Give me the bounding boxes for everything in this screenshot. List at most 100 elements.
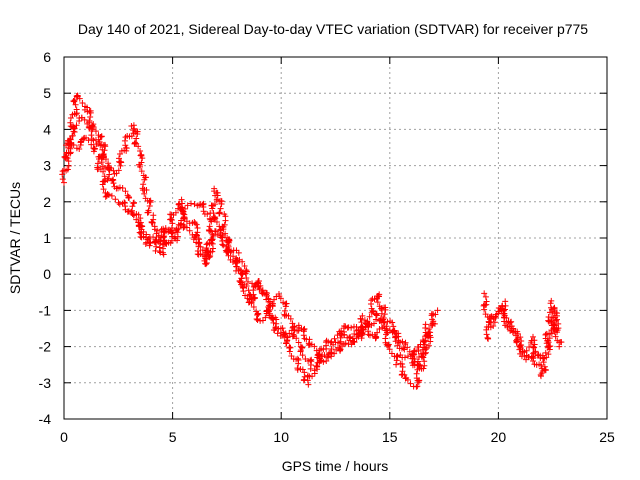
data-point (523, 347, 530, 354)
data-point (213, 218, 220, 225)
data-point (173, 225, 180, 232)
data-point (216, 223, 223, 230)
data-point (327, 349, 334, 356)
data-point (88, 132, 95, 139)
data-point (383, 331, 390, 338)
data-point (88, 141, 95, 148)
data-point (70, 141, 77, 148)
data-point (135, 143, 142, 150)
data-point (554, 329, 561, 336)
data-point (372, 316, 379, 323)
data-point (140, 181, 147, 188)
data-point (98, 133, 105, 140)
data-point (517, 345, 524, 352)
data-point (372, 333, 379, 340)
data-point (300, 332, 307, 339)
data-point (211, 228, 218, 235)
data-point (175, 201, 182, 208)
x-tick-label: 0 (60, 429, 68, 445)
data-point (218, 234, 225, 241)
data-point (116, 155, 122, 162)
data-point (416, 353, 423, 360)
data-point (67, 136, 74, 143)
data-point (133, 135, 140, 142)
data-point (84, 120, 91, 127)
data-point (209, 231, 216, 238)
data-point (404, 344, 411, 351)
data-point (316, 357, 323, 364)
data-point (112, 196, 119, 203)
data-point (174, 237, 181, 244)
data-point (152, 247, 159, 254)
data-point (95, 155, 102, 162)
data-point (205, 226, 212, 233)
data-point (287, 315, 294, 322)
data-point (245, 299, 252, 306)
data-point (167, 216, 174, 223)
data-point (76, 95, 83, 102)
data-point (336, 340, 343, 347)
data-point (300, 376, 307, 383)
data-point (500, 307, 507, 314)
data-point (239, 271, 246, 278)
data-point (311, 343, 318, 350)
data-point (222, 217, 229, 224)
data-point (116, 184, 123, 191)
data-point (425, 342, 432, 349)
data-point (299, 352, 306, 359)
data-point (392, 338, 399, 345)
data-point (247, 292, 254, 299)
data-point (265, 295, 272, 302)
data-point (252, 295, 259, 302)
data-point (517, 334, 524, 341)
data-point (547, 304, 554, 311)
data-point (386, 346, 393, 353)
data-point (307, 365, 314, 372)
data-point (105, 175, 112, 182)
y-tick-label: 5 (43, 85, 51, 101)
data-point (153, 236, 160, 243)
data-point (209, 240, 216, 247)
data-point (391, 328, 398, 335)
data-point (169, 229, 176, 236)
data-point (507, 327, 514, 334)
data-point (537, 371, 544, 378)
data-point (503, 319, 510, 326)
data-point (248, 300, 255, 307)
y-tick-label: -1 (39, 302, 52, 318)
data-point (295, 322, 302, 329)
data-point (543, 354, 550, 361)
data-point (502, 302, 509, 309)
data-point (342, 340, 349, 347)
data-point (182, 205, 189, 212)
data-point (115, 199, 122, 206)
data-point (141, 176, 148, 183)
data-point (553, 317, 560, 324)
data-point (297, 348, 304, 355)
data-point (293, 335, 300, 342)
data-point (255, 283, 262, 290)
data-point (537, 362, 544, 369)
data-point (530, 344, 537, 351)
data-point (361, 317, 368, 324)
data-point (503, 314, 510, 321)
data-point (422, 346, 429, 353)
data-point (421, 341, 428, 348)
data-point (415, 362, 422, 369)
data-point (188, 200, 195, 207)
data-point (232, 260, 239, 267)
data-point (394, 353, 401, 360)
y-tick-label: -3 (39, 375, 52, 391)
data-point (286, 330, 293, 337)
data-point (140, 228, 147, 235)
data-point (320, 358, 327, 365)
data-point (99, 146, 106, 153)
y-tick-labels: -4 -3 -2 -1 0 1 2 3 4 5 6 (39, 49, 52, 427)
data-point (186, 227, 193, 234)
data-point (545, 351, 552, 358)
data-point (64, 166, 71, 173)
data-point (432, 311, 439, 318)
data-point (341, 332, 348, 339)
data-point (414, 358, 421, 365)
